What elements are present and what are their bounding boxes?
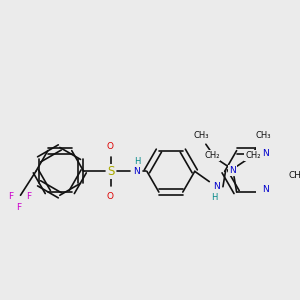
Text: CH₂: CH₂ xyxy=(245,151,261,160)
Text: N: N xyxy=(133,167,140,176)
Text: S: S xyxy=(107,165,115,178)
Text: N: N xyxy=(262,185,269,194)
Text: CH₃: CH₃ xyxy=(255,131,271,140)
Text: CH₂: CH₂ xyxy=(204,151,220,160)
Text: F: F xyxy=(26,193,32,202)
Text: CH₃: CH₃ xyxy=(288,171,300,180)
Text: N: N xyxy=(213,182,220,191)
Text: F: F xyxy=(8,193,13,202)
Text: N: N xyxy=(262,149,269,158)
Text: N: N xyxy=(229,166,236,175)
Text: O: O xyxy=(107,142,114,151)
Text: CH₃: CH₃ xyxy=(194,131,209,140)
Text: F: F xyxy=(16,203,21,212)
Text: H: H xyxy=(211,193,218,202)
Text: H: H xyxy=(134,157,141,166)
Text: O: O xyxy=(107,192,114,201)
